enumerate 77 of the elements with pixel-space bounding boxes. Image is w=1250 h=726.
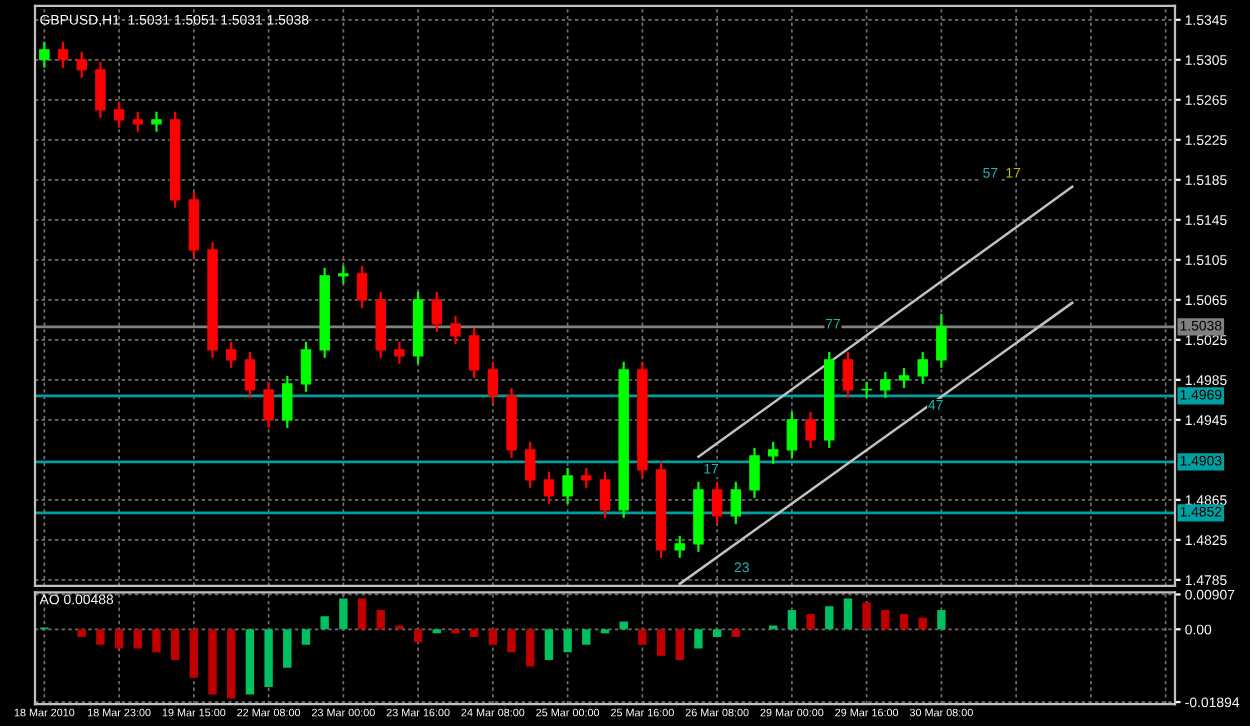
candlestick [767, 440, 779, 465]
candlestick [338, 264, 349, 285]
candlestick [57, 40, 69, 69]
candlestick [300, 340, 312, 393]
candlestick [282, 374, 293, 429]
candlestick [95, 60, 106, 119]
candlestick [394, 340, 405, 365]
bar [133, 629, 142, 649]
bar [488, 629, 498, 645]
candlestick [674, 534, 685, 559]
bar [881, 610, 890, 630]
bar [96, 629, 105, 645]
candlestick [468, 326, 480, 379]
bar [245, 629, 255, 695]
candlestick [151, 110, 162, 133]
bar [843, 598, 853, 630]
candlestick [917, 350, 928, 385]
candlestick [525, 440, 536, 489]
bar [227, 629, 236, 699]
candlestick [786, 410, 798, 459]
bar [694, 629, 703, 649]
bar [712, 629, 722, 637]
candlestick [880, 370, 891, 399]
candlestick [543, 470, 555, 505]
bar [469, 629, 479, 637]
candlestick [356, 264, 368, 309]
candlestick [711, 480, 723, 525]
bar [899, 613, 909, 630]
bar [507, 629, 516, 653]
bar [731, 629, 741, 637]
candlestick [936, 312, 947, 369]
bar [264, 629, 273, 687]
candlestick [581, 466, 592, 489]
bar [675, 629, 684, 661]
candlestick [132, 110, 144, 133]
candlestick [487, 360, 499, 405]
bar [413, 629, 423, 643]
bar [357, 598, 367, 630]
bar [152, 629, 161, 653]
bar [526, 629, 535, 667]
candlestick [730, 480, 742, 525]
bar [283, 629, 292, 668]
bar [320, 616, 329, 630]
bar [339, 598, 348, 630]
bar [862, 602, 871, 630]
bar [544, 629, 554, 661]
bar [806, 613, 815, 630]
candlestick [599, 470, 611, 519]
bar [170, 629, 180, 661]
candlestick [226, 340, 237, 369]
candlestick [39, 40, 50, 69]
bar [656, 629, 666, 656]
bar [787, 610, 797, 630]
bar [619, 621, 628, 630]
candlestick [842, 350, 854, 399]
bar [638, 629, 647, 645]
candlestick [450, 314, 461, 345]
candlestick [562, 466, 573, 505]
bar [376, 610, 385, 630]
candlestick [898, 366, 910, 389]
candlestick [749, 446, 760, 499]
bar [208, 629, 217, 695]
candlestick [805, 410, 816, 449]
bar [825, 606, 834, 630]
bar [301, 629, 311, 645]
bar [77, 629, 86, 637]
candlestick [244, 350, 256, 399]
candlestick [263, 380, 274, 429]
bar [114, 629, 124, 649]
bar [563, 629, 572, 653]
candlestick [113, 100, 125, 129]
candlestick [76, 50, 87, 79]
bar [937, 610, 946, 630]
candlestick [431, 290, 443, 333]
bar [189, 629, 199, 678]
bar [582, 629, 591, 645]
bar [918, 617, 927, 630]
